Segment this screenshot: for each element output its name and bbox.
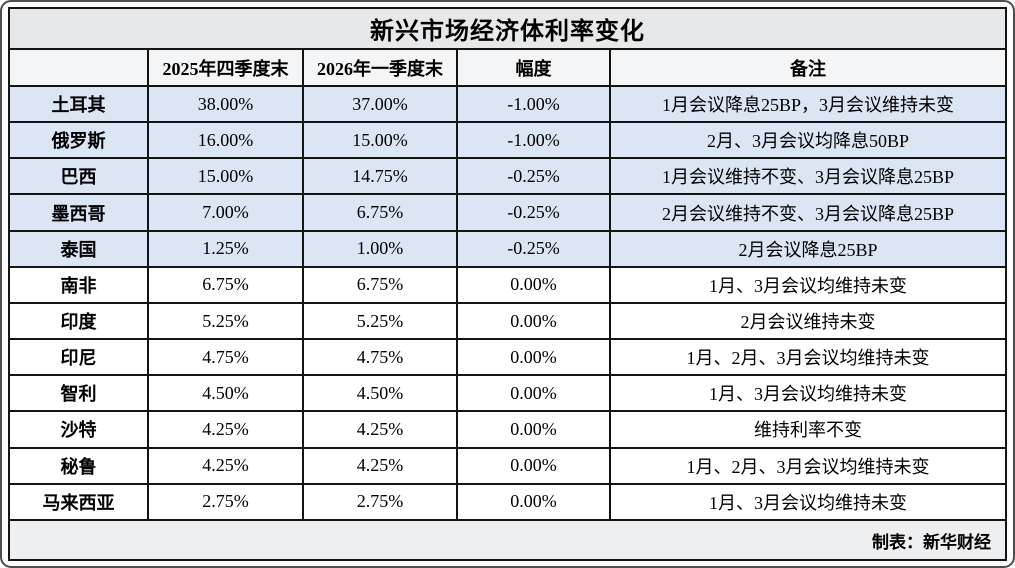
q4-2025-rate-cell: 15.00% <box>147 157 304 196</box>
note-cell: 1月会议维持不变、3月会议降息25BP <box>609 157 1007 196</box>
country-cell: 印度 <box>8 301 149 341</box>
note-cell: 2月、3月会议均降息50BP <box>609 121 1007 160</box>
country-cell: 墨西哥 <box>8 193 149 232</box>
q1-2026-rate-cell: 37.00% <box>302 84 458 124</box>
q1-2026-rate-cell: 4.25% <box>302 410 458 449</box>
q4-2025-rate-cell: 1.25% <box>147 229 304 268</box>
q1-2026-rate-cell: 15.00% <box>302 121 458 160</box>
note-cell: 2月会议降息25BP <box>609 229 1007 268</box>
table-row: 土耳其 38.00% 37.00% -1.00% 1月会议降息25BP，3月会议… <box>8 84 1007 124</box>
note-cell: 2月会议维持未变 <box>609 301 1007 341</box>
table-footer-credit: 制表：新华财经 <box>8 519 1007 561</box>
note-cell: 1月、2月、3月会议均维持未变 <box>609 446 1007 485</box>
change-cell: -0.25% <box>456 193 611 232</box>
change-cell: -1.00% <box>456 121 611 160</box>
q4-2025-rate-cell: 16.00% <box>147 121 304 160</box>
table-body: 土耳其 38.00% 37.00% -1.00% 1月会议降息25BP，3月会议… <box>8 84 1007 522</box>
note-cell: 2月会议维持不变、3月会议降息25BP <box>609 193 1007 232</box>
q1-2026-rate-cell: 6.75% <box>302 265 458 304</box>
q1-2026-rate-cell: 5.25% <box>302 301 458 341</box>
q1-2026-rate-cell: 4.50% <box>302 374 458 413</box>
country-cell: 泰国 <box>8 229 149 268</box>
table-row: 沙特 4.25% 4.25% 0.00% 维持利率不变 <box>8 410 1007 449</box>
change-cell: -0.25% <box>456 157 611 196</box>
column-header-row: 2025年四季度末 2026年一季度末 幅度 备注 <box>8 48 1007 87</box>
country-cell: 马来西亚 <box>8 482 149 522</box>
q4-2025-rate-cell: 7.00% <box>147 193 304 232</box>
table-row: 马来西亚 2.75% 2.75% 0.00% 1月、3月会议均维持未变 <box>8 482 1007 522</box>
country-cell: 印尼 <box>8 338 149 377</box>
column-header-country <box>8 48 149 87</box>
table-row: 巴西 15.00% 14.75% -0.25% 1月会议维持不变、3月会议降息2… <box>8 157 1007 196</box>
table-row: 印尼 4.75% 4.75% 0.00% 1月、2月、3月会议均维持未变 <box>8 338 1007 377</box>
q4-2025-rate-cell: 2.75% <box>147 482 304 522</box>
note-cell: 1月、3月会议均维持未变 <box>609 482 1007 522</box>
change-cell: 0.00% <box>456 374 611 413</box>
country-cell: 俄罗斯 <box>8 121 149 160</box>
q4-2025-rate-cell: 4.75% <box>147 338 304 377</box>
change-cell: 0.00% <box>456 338 611 377</box>
column-header-notes: 备注 <box>609 48 1007 87</box>
note-cell: 1月会议降息25BP，3月会议维持未变 <box>609 84 1007 124</box>
table-row: 智利 4.50% 4.50% 0.00% 1月、3月会议均维持未变 <box>8 374 1007 413</box>
q4-2025-rate-cell: 4.50% <box>147 374 304 413</box>
table-row: 秘鲁 4.25% 4.25% 0.00% 1月、2月、3月会议均维持未变 <box>8 446 1007 485</box>
table-row: 印度 5.25% 5.25% 0.00% 2月会议维持未变 <box>8 301 1007 341</box>
q4-2025-rate-cell: 5.25% <box>147 301 304 341</box>
change-cell: 0.00% <box>456 482 611 522</box>
change-cell: 0.00% <box>456 265 611 304</box>
rates-table: 新兴市场经济体利率变化 2025年四季度末 2026年一季度末 幅度 备注 土耳… <box>8 7 1007 561</box>
q4-2025-rate-cell: 4.25% <box>147 410 304 449</box>
q1-2026-rate-cell: 6.75% <box>302 193 458 232</box>
change-cell: -0.25% <box>456 229 611 268</box>
q1-2026-rate-cell: 4.25% <box>302 446 458 485</box>
country-cell: 秘鲁 <box>8 446 149 485</box>
note-cell: 1月、3月会议均维持未变 <box>609 374 1007 413</box>
column-header-q1-2026: 2026年一季度末 <box>302 48 458 87</box>
change-cell: -1.00% <box>456 84 611 124</box>
table-row: 南非 6.75% 6.75% 0.00% 1月、3月会议均维持未变 <box>8 265 1007 304</box>
country-cell: 沙特 <box>8 410 149 449</box>
q4-2025-rate-cell: 4.25% <box>147 446 304 485</box>
table-row: 墨西哥 7.00% 6.75% -0.25% 2月会议维持不变、3月会议降息25… <box>8 193 1007 232</box>
change-cell: 0.00% <box>456 301 611 341</box>
note-cell: 1月、2月、3月会议均维持未变 <box>609 338 1007 377</box>
table-row: 泰国 1.25% 1.00% -0.25% 2月会议降息25BP <box>8 229 1007 268</box>
page-title: 新兴市场经济体利率变化 <box>8 7 1007 50</box>
country-cell: 智利 <box>8 374 149 413</box>
table-row: 俄罗斯 16.00% 15.00% -1.00% 2月、3月会议均降息50BP <box>8 121 1007 160</box>
column-header-change: 幅度 <box>456 48 611 87</box>
title-row: 新兴市场经济体利率变化 <box>8 7 1007 50</box>
q4-2025-rate-cell: 38.00% <box>147 84 304 124</box>
country-cell: 南非 <box>8 265 149 304</box>
country-cell: 土耳其 <box>8 84 149 124</box>
q1-2026-rate-cell: 14.75% <box>302 157 458 196</box>
note-cell: 维持利率不变 <box>609 410 1007 449</box>
footer-row: 制表：新华财经 <box>8 519 1007 561</box>
column-header-q4-2025: 2025年四季度末 <box>147 48 304 87</box>
change-cell: 0.00% <box>456 410 611 449</box>
q1-2026-rate-cell: 4.75% <box>302 338 458 377</box>
country-cell: 巴西 <box>8 157 149 196</box>
q1-2026-rate-cell: 1.00% <box>302 229 458 268</box>
q1-2026-rate-cell: 2.75% <box>302 482 458 522</box>
note-cell: 1月、3月会议均维持未变 <box>609 265 1007 304</box>
change-cell: 0.00% <box>456 446 611 485</box>
q4-2025-rate-cell: 6.75% <box>147 265 304 304</box>
